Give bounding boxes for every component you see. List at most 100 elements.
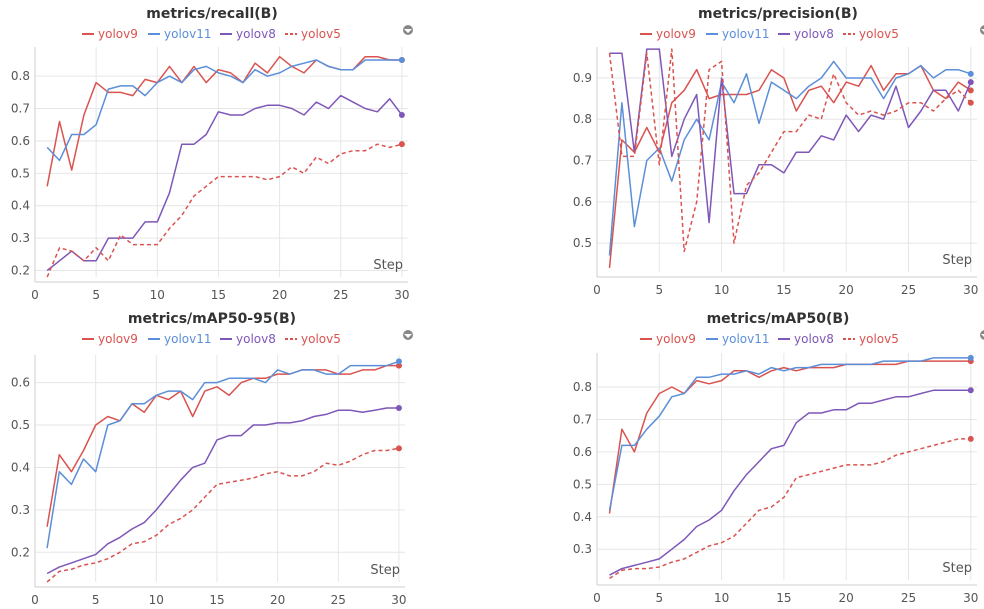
x-tick-label: 0 [31,593,39,607]
series-line-yolov11 [46,360,400,549]
legend-label: yolov9 [656,27,696,41]
y-tick-label: 0.8 [573,380,592,394]
x-tick-label: 15 [776,283,791,297]
legend-item-yolov5[interactable]: yolov5 [285,27,341,41]
chart-title: metrics/mAP50(B) [707,311,850,327]
legend-item-yolov5[interactable]: yolov5 [843,332,899,346]
legend-label: yolov5 [859,27,899,41]
legend-item-yolov9[interactable]: yolov9 [640,332,696,346]
series-endpoint-yolov11 [395,358,402,365]
step-axis-label: Step [942,253,972,268]
chart-menu-icon[interactable] [403,25,413,35]
legend-label: yolov11 [164,27,212,41]
series-endpoint-yolov11 [398,56,405,63]
chart-menu-icon[interactable] [980,25,984,35]
x-tick-label: 10 [714,591,729,605]
y-tick-label: 0.7 [11,102,30,116]
chart-menu-icon[interactable] [980,330,984,340]
series-endpoint-yolov5 [967,435,974,442]
series-line-yolov8 [46,94,403,272]
legend-item-yolov8[interactable]: yolov8 [778,27,834,41]
legend-item-yolov9[interactable]: yolov9 [82,27,138,41]
series-endpoint-yolov8 [395,405,402,412]
legend-label: yolov5 [859,332,899,346]
x-tick-label: 5 [655,591,663,605]
x-tick-label: 0 [31,288,39,302]
legend-item-yolov8[interactable]: yolov8 [778,332,834,346]
chart-svg: metrics/mAP50(B) yolov9 yolov11 yolov8 yolov… [573,311,984,605]
y-tick-label: 0.6 [573,445,592,459]
series-endpoint-yolov5 [395,445,402,452]
x-tick-label: 10 [714,283,729,297]
legend-item-yolov9[interactable]: yolov9 [82,332,138,346]
y-tick-label: 0.4 [11,460,30,474]
series-line-yolov11 [46,59,402,162]
legend-item-yolov5[interactable]: yolov5 [843,27,899,41]
chart-menu-icon[interactable] [403,330,413,340]
legend-item-yolov11[interactable]: yolov11 [706,332,770,346]
series-endpoint-yolov8 [967,387,974,394]
legend-label: yolov8 [794,27,834,41]
chart-svg: metrics/recall(B) yolov9 yolov11 yolov8 yolo… [11,6,413,302]
series-endpoint-yolov11 [967,354,974,361]
chart-title: metrics/precision(B) [698,6,858,22]
x-tick-label: 10 [149,593,164,607]
x-tick-label: 30 [963,591,978,605]
legend-label: yolov9 [98,27,138,41]
legend-item-yolov8[interactable]: yolov8 [220,27,276,41]
series-line-yolov5 [46,447,400,583]
x-tick-label: 5 [655,283,663,297]
chart-title: metrics/mAP50-95(B) [128,311,296,327]
y-tick-label: 0.5 [11,166,30,180]
legend-label: yolov9 [656,332,696,346]
x-tick-label: 5 [92,593,100,607]
step-axis-label: Step [373,258,403,273]
legend-item-yolov5[interactable]: yolov5 [285,332,341,346]
series-line-yolov8 [609,48,972,224]
step-axis-label: Step [370,563,400,578]
legend-item-yolov11[interactable]: yolov11 [706,27,770,41]
series-endpoint-yolov9 [967,87,974,94]
legend-item-yolov8[interactable]: yolov8 [220,332,276,346]
legend-label: yolov5 [301,27,341,41]
series-line-yolov5 [609,438,971,580]
map50-95-chart-panel: metrics/mAP50-95(B) yolov9 yolov11 yolov8 yo… [0,305,492,609]
legend-label: yolov9 [98,332,138,346]
y-tick-label: 0.6 [11,376,30,390]
legend-label: yolov11 [722,332,770,346]
legend-item-yolov11[interactable]: yolov11 [148,27,212,41]
series-line-yolov9 [46,364,399,527]
series-endpoint-yolov8 [398,112,405,119]
series-line-yolov9 [608,64,972,268]
x-tick-label: 25 [901,283,916,297]
x-tick-label: 15 [211,288,226,302]
x-tick-label: 25 [331,593,346,607]
x-tick-label: 20 [272,288,287,302]
y-tick-label: 0.2 [11,545,30,559]
series-line-yolov11 [608,60,972,256]
legend-label: yolov8 [794,332,834,346]
series-line-yolov9 [608,360,971,514]
x-tick-label: 15 [776,591,791,605]
y-tick-label: 0.2 [11,264,30,278]
legend-item-yolov9[interactable]: yolov9 [640,27,696,41]
y-tick-label: 0.4 [573,510,592,524]
x-tick-label: 0 [593,591,601,605]
series-line-yolov5 [46,143,403,278]
series-line-yolov8 [609,389,971,576]
series-endpoint-yolov11 [967,70,974,77]
y-tick-label: 0.4 [11,199,30,213]
series-line-yolov11 [608,357,971,511]
series-endpoint-yolov5 [398,141,405,148]
legend-label: yolov5 [301,332,341,346]
y-tick-label: 0.3 [573,542,592,556]
x-tick-label: 5 [92,288,100,302]
legend-item-yolov11[interactable]: yolov11 [148,332,212,346]
legend-label: yolov8 [236,332,276,346]
x-tick-label: 20 [839,283,854,297]
chart-svg: metrics/mAP50-95(B) yolov9 yolov11 yolov8 yo… [11,311,413,607]
x-tick-label: 30 [963,283,978,297]
y-tick-label: 0.6 [11,134,30,148]
series-line-yolov8 [46,407,399,575]
x-tick-label: 25 [901,591,916,605]
